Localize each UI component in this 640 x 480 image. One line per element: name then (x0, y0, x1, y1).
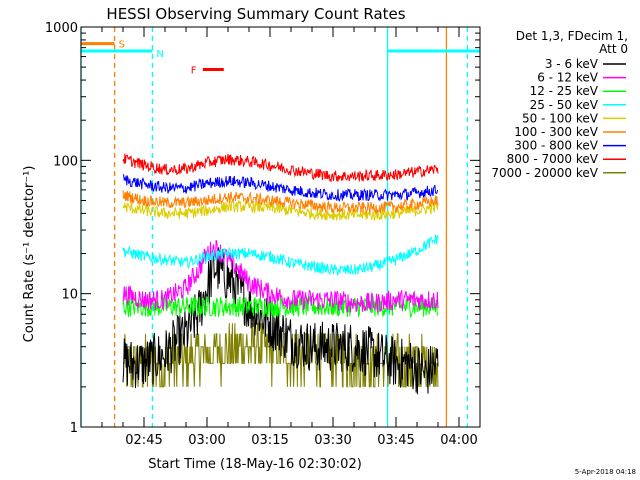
x-tick-label-1: 03:00 (188, 433, 225, 448)
y-tick-label-0: 1 (70, 421, 78, 436)
x-tick-label-0: 02:45 (125, 433, 162, 448)
legend-entry-label-1: 6 - 12 keV (537, 71, 599, 85)
series-line-3 (122, 234, 439, 276)
annotation-label-s: S (119, 40, 125, 51)
y-tick-label-1: 10 (61, 288, 78, 303)
x-tick-label-5: 04:00 (440, 433, 477, 448)
legend-entry-label-8: 7000 - 20000 keV (491, 166, 598, 180)
legend-entry-label-7: 800 - 7000 keV (507, 152, 599, 166)
series-line-6 (122, 174, 439, 202)
legend-entry-label-3: 25 - 50 keV (530, 98, 599, 112)
series-group (122, 153, 439, 395)
chart-title: HESSI Observing Summary Count Rates (106, 5, 405, 23)
series-line-5 (122, 190, 439, 215)
axes: 02:45 03:00 03:15 03:30 03:45 04:00 1 10 100 1000 (45, 21, 481, 448)
legend-entry-label-5: 100 - 300 keV (514, 125, 598, 139)
x-tick-label-3: 03:30 (314, 433, 351, 448)
footer-timestamp: 5-Apr-2018 04:18 (575, 468, 636, 476)
legend-entry-label-0: 3 - 6 keV (545, 57, 599, 71)
plot-frame (80, 26, 481, 428)
series-line-4 (122, 199, 439, 222)
annotation-label-n: N (156, 49, 163, 60)
y-tick-label-2: 100 (53, 154, 78, 169)
legend-entry-label-4: 50 - 100 keV (522, 111, 599, 125)
annotation-label-f: F (191, 66, 197, 77)
x-axis-label: Start Time (18-May-16 02:30:02) (148, 457, 362, 472)
x-tick-label-4: 03:45 (377, 433, 414, 448)
series-line-0 (122, 247, 439, 395)
legend-title-line-2: Att 0 (599, 42, 628, 56)
time-markers: S N F (80, 27, 480, 427)
legend-entry-label-2: 12 - 25 keV (530, 84, 599, 98)
y-tick-label-3: 1000 (45, 21, 78, 36)
y-axis-label: Count Rate (s⁻¹ detector⁻¹) (22, 166, 37, 343)
x-tick-label-2: 03:15 (251, 433, 288, 448)
legend-entry-label-6: 300 - 800 keV (514, 139, 598, 153)
legend-title-line-1: Det 1,3, FDecim 1, (516, 29, 628, 43)
series-line-1 (122, 239, 439, 314)
series-line-7 (122, 153, 439, 183)
